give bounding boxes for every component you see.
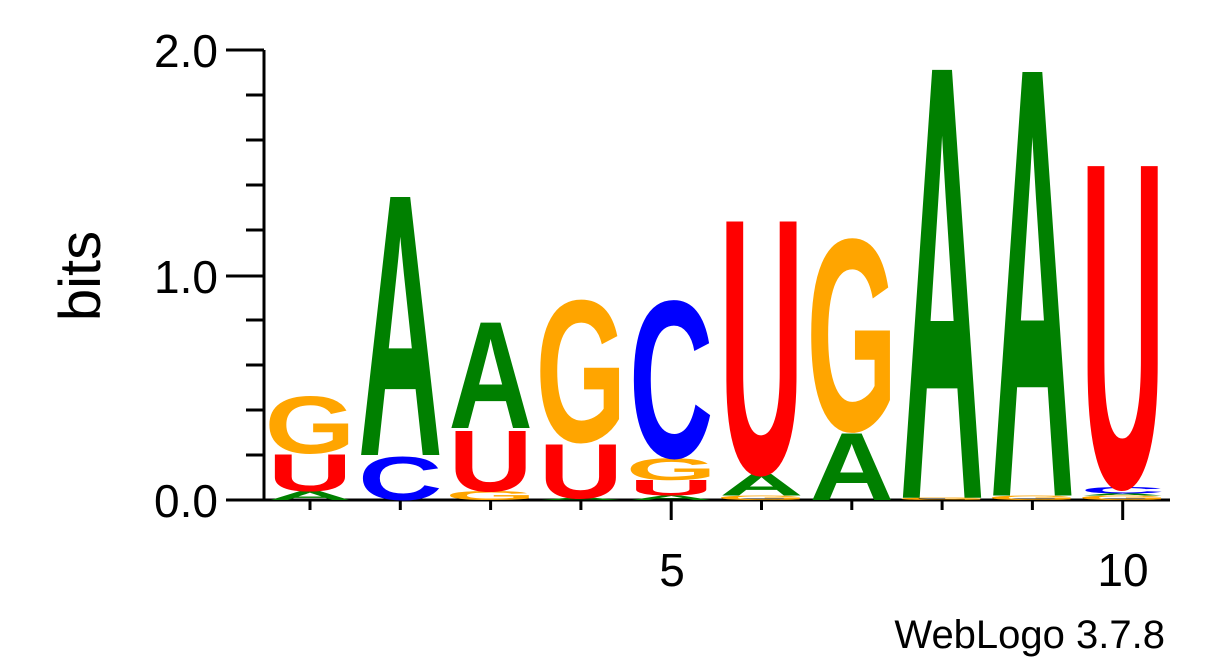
logo-letter-U-pos-1: U [268, 444, 352, 503]
logo-letter-U-pos-3: U [448, 412, 532, 510]
logo-letter-G-pos-10: G [1077, 494, 1168, 501]
logo-letter-G-pos-5: G [626, 452, 717, 487]
logo-letter-U-pos-5: U [629, 476, 713, 500]
y-minor-ticks [246, 48, 264, 457]
logo-letter-C-pos-10: C [1081, 485, 1165, 496]
logo-letter-G-pos-1: G [265, 380, 356, 471]
y-tick-label-2: 2.0 [154, 25, 218, 77]
logo-letter-A-pos-7: A [810, 412, 894, 520]
logo-letter-A-pos-6: A [719, 468, 803, 503]
logo-letter-A-pos-2: A [358, 116, 442, 535]
y-tick-label-1: 1.0 [154, 251, 218, 303]
logo-letter-A-pos-3: A [448, 290, 532, 461]
x-ticks [308, 500, 1125, 520]
y-axis-label: bits [48, 231, 113, 321]
x-tick-label-10: 10 [1097, 544, 1148, 596]
logo-letter-A-pos-1: A [268, 489, 352, 503]
y-tick-label-0: 0.0 [154, 475, 218, 527]
logo-letter-G-pos-4: G [536, 259, 627, 486]
logo-letter-G-pos-6: G [716, 494, 807, 501]
logo-letter-G-pos-3: G [445, 489, 536, 503]
logo-letter-A-pos-9: A [990, 0, 1074, 626]
logo-letter-U-pos-6: U [719, 142, 803, 552]
logo-letter-A-pos-5: A [629, 494, 713, 501]
logo-letter-C-pos-5: C [629, 254, 713, 505]
logo-letter-U-pos-4: U [539, 428, 623, 515]
logo-letter-U-pos-10: U [1081, 65, 1165, 585]
logo-letter-A-pos-4: A [539, 497, 623, 500]
logo-letter-A-pos-10: A [1081, 493, 1165, 496]
logo-letter-G-pos-9: G [987, 494, 1078, 501]
logo-letter-A-pos-8: A [900, 0, 984, 630]
logo-letter-G-pos-7: G [806, 182, 897, 489]
logo-letter-G-pos-8: G [897, 497, 988, 500]
weblogo-version-label: WebLogo 3.7.8 [894, 613, 1165, 657]
x-tick-label-5: 5 [659, 544, 685, 596]
logo-letter-C-pos-2: C [358, 443, 442, 513]
